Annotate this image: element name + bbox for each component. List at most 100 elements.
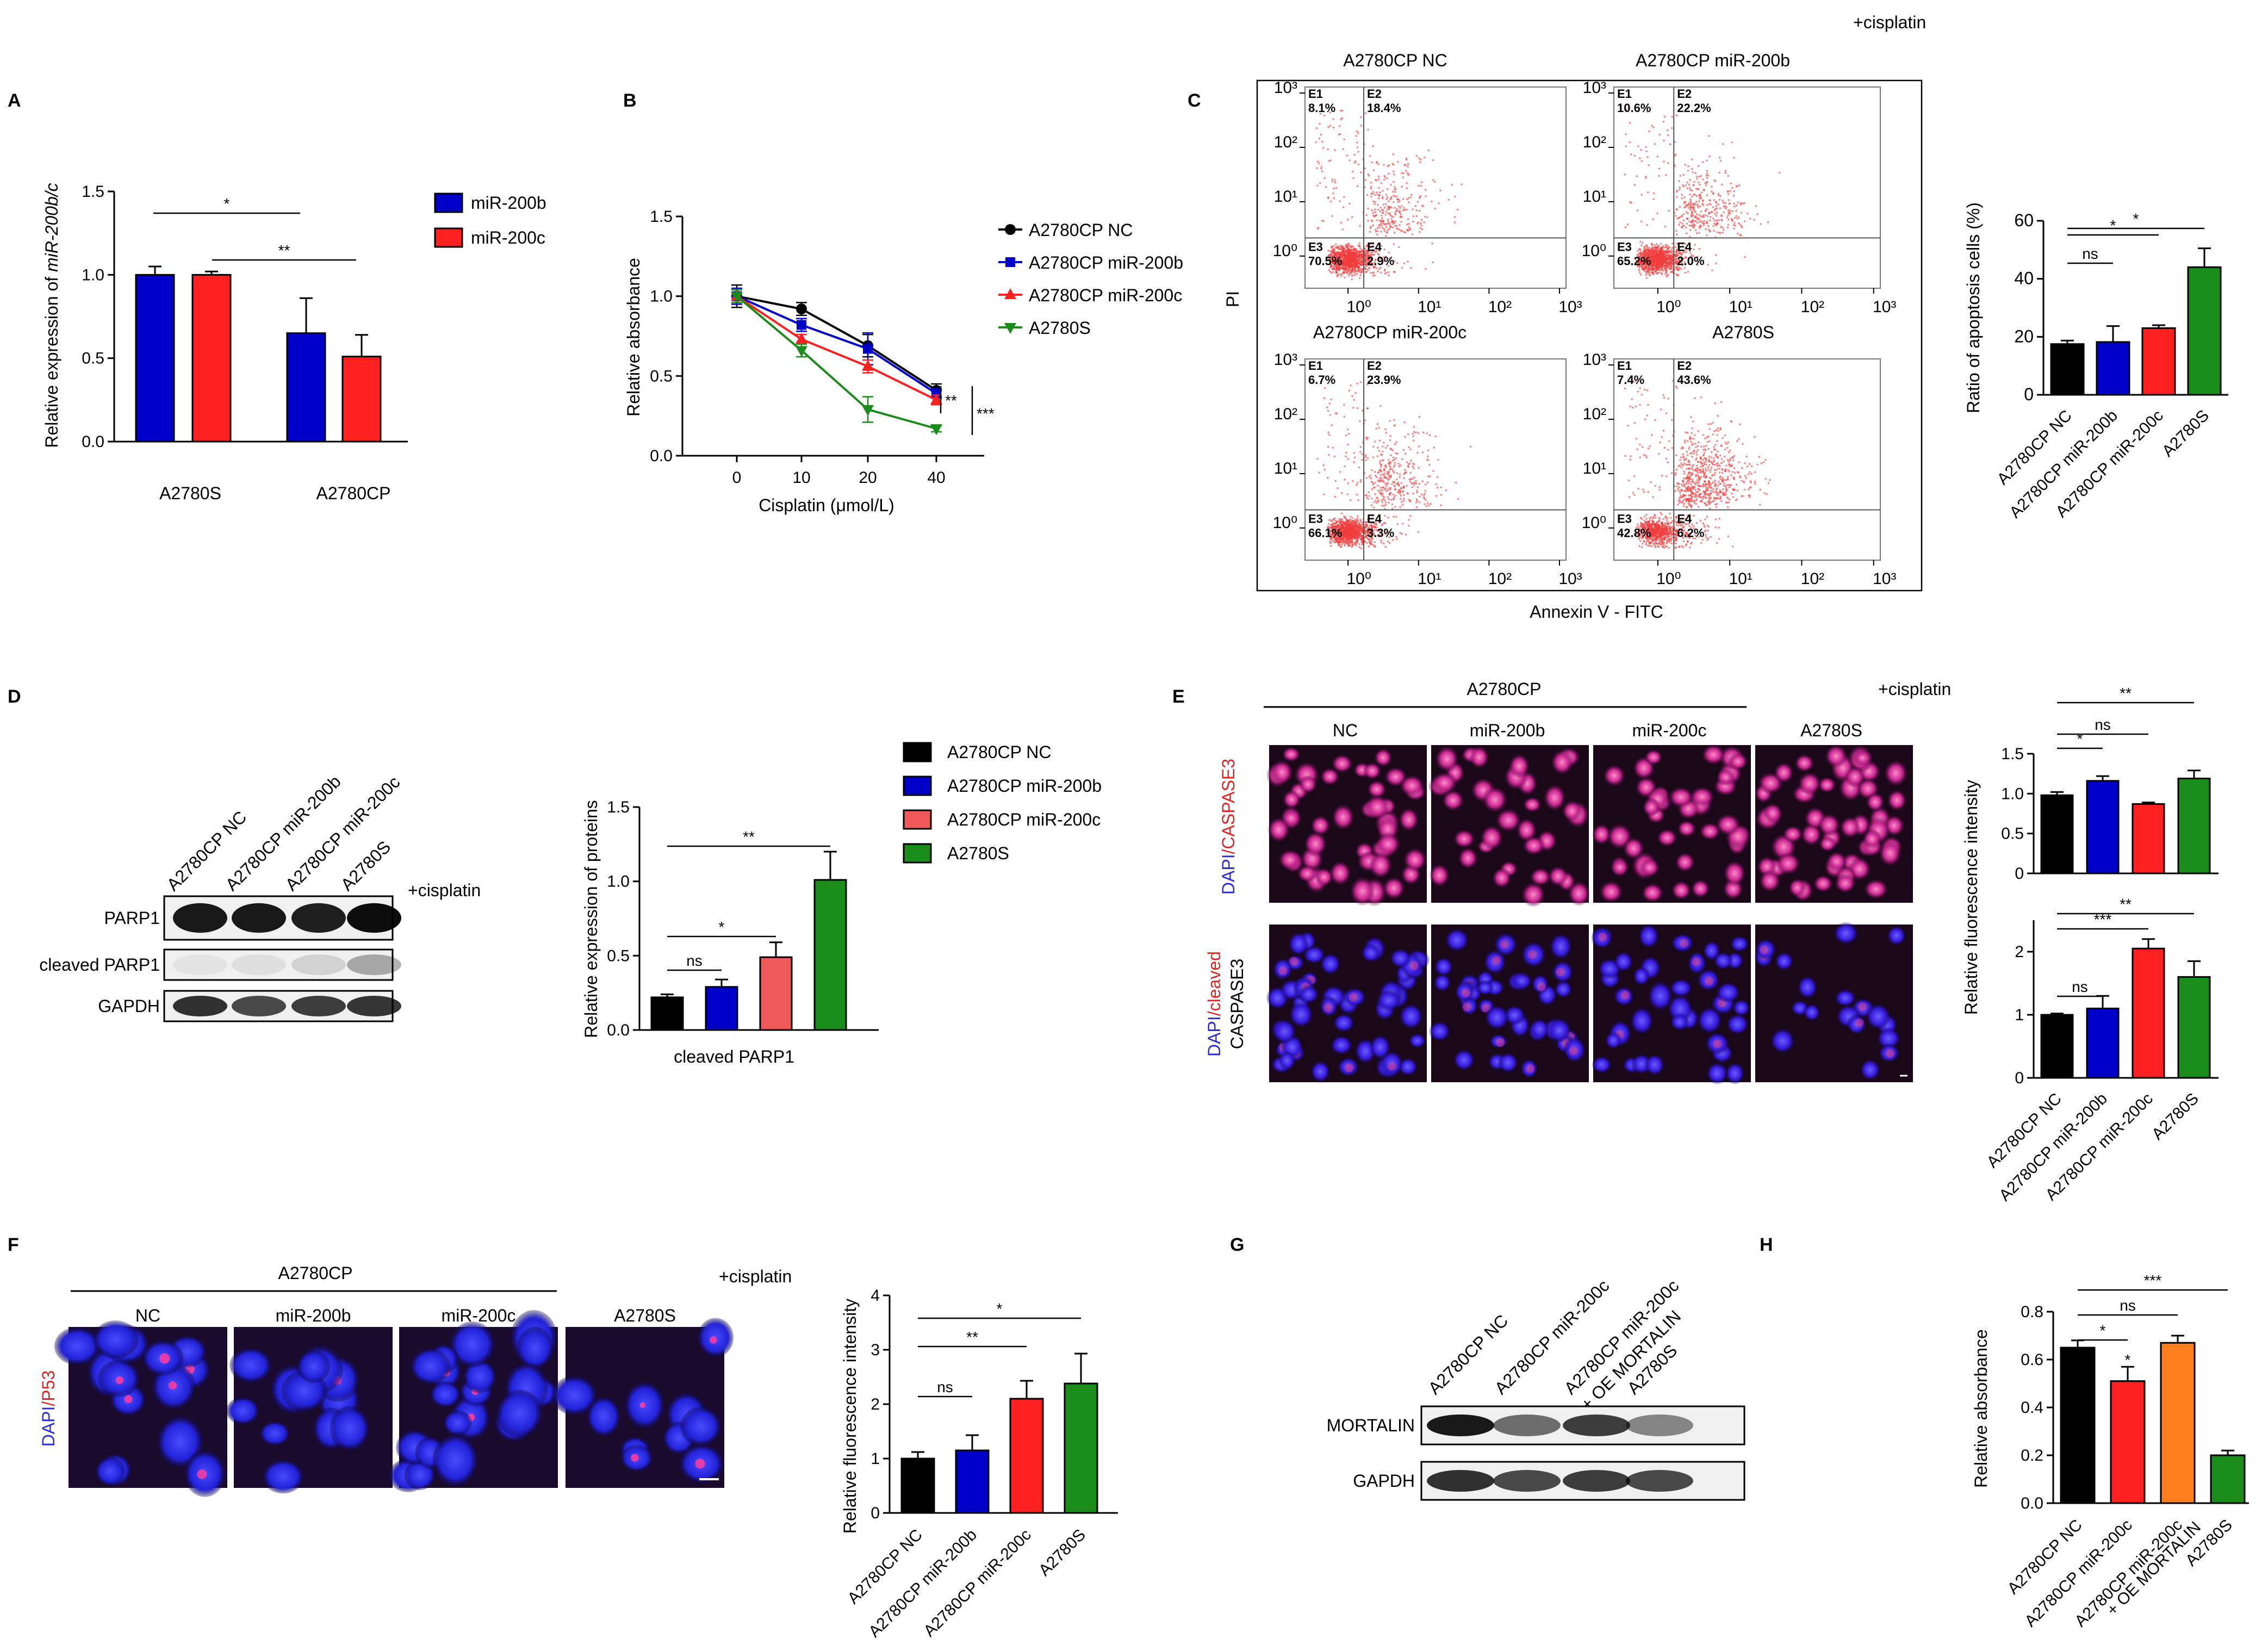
x-tick-label: 10⁰ [1346, 298, 1371, 316]
flow-event [1412, 220, 1414, 223]
flow-event [1344, 268, 1346, 270]
flow-event [1638, 269, 1641, 271]
flow-event [1347, 529, 1350, 531]
flow-event [1704, 209, 1707, 212]
flow-event [1341, 117, 1344, 119]
flow-event [1408, 446, 1410, 449]
quadrant-name: E4 [1367, 512, 1382, 526]
flow-event [1331, 271, 1333, 274]
flow-event [1738, 184, 1741, 187]
flow-event [1703, 451, 1706, 454]
flow-event [1416, 486, 1419, 488]
flow-event [1650, 271, 1652, 274]
panel-label-B: B [623, 90, 637, 111]
flow-event [1376, 227, 1379, 229]
flow-event [1329, 200, 1332, 203]
panel-label-A: A [8, 90, 21, 111]
flow-event [1408, 525, 1410, 527]
flow-event [1695, 201, 1698, 203]
flow-event [1686, 218, 1688, 220]
flow-event [1360, 271, 1362, 274]
series-line [736, 295, 937, 430]
flow-event [1374, 208, 1376, 211]
quadrant-percent: 22.2% [1677, 101, 1711, 115]
flow-event [1325, 186, 1327, 188]
flow-event [1425, 189, 1427, 191]
flow-event [1349, 264, 1352, 266]
flow-event [1707, 448, 1710, 450]
flow-event [1352, 245, 1354, 248]
flow-event [1339, 543, 1341, 546]
flow-event [1327, 126, 1329, 128]
flow-event [1629, 141, 1631, 144]
quadrant-percent: 66.1% [1308, 526, 1342, 540]
flow-event [1394, 424, 1396, 427]
flow-event [1379, 460, 1381, 462]
flow-event [1344, 255, 1346, 258]
flow-event [1352, 480, 1354, 482]
flow-event [1338, 518, 1341, 520]
flow-event [1681, 222, 1683, 225]
flow-event [1660, 247, 1662, 250]
flow-event [1398, 485, 1400, 487]
flow-event [1380, 466, 1382, 468]
flow-event [1666, 253, 1668, 256]
flow-event [1411, 477, 1414, 480]
flow-event [1399, 212, 1401, 214]
y-tick-label: 10⁰ [1582, 242, 1606, 260]
flow-event [1720, 215, 1723, 218]
flow-event [1384, 224, 1386, 226]
flow-event [1440, 504, 1442, 506]
flow-event [1733, 190, 1735, 193]
flow-event [1641, 242, 1644, 244]
flow-event [1376, 423, 1379, 425]
flow-event [1698, 181, 1700, 184]
flow-event [1689, 200, 1692, 202]
x-tick-label: 10² [1488, 570, 1512, 588]
flow-event [1336, 520, 1338, 523]
flow-event [1359, 253, 1361, 255]
flow-event [1715, 215, 1718, 217]
flow-event [1320, 167, 1322, 170]
flow-event [1674, 246, 1677, 249]
flow-event [1671, 116, 1674, 118]
flow-event [1401, 266, 1403, 269]
flow-event [1711, 190, 1713, 193]
flow-event [1389, 492, 1391, 495]
flow-event [1370, 271, 1372, 274]
flow-event [1413, 426, 1415, 428]
flow-event [1354, 255, 1357, 257]
flow-event [1667, 259, 1669, 262]
flow-event [1682, 219, 1685, 222]
flow-event [1671, 247, 1674, 249]
flow-event [1349, 273, 1351, 275]
flow-event [1689, 229, 1692, 231]
flow-event [1743, 202, 1745, 204]
flow-event [1401, 458, 1403, 461]
flow-event [1652, 126, 1655, 128]
flow-event [1396, 538, 1398, 541]
flow-event [1714, 526, 1717, 529]
quadrant-name: E1 [1308, 359, 1323, 373]
flow-event [1378, 219, 1381, 222]
flow-event [1668, 251, 1670, 253]
flow-event [1375, 501, 1378, 504]
flow-event [1408, 173, 1410, 175]
flow-event [1393, 498, 1395, 500]
flow-event [1353, 456, 1356, 458]
y-tick-label: 1.5 [650, 208, 673, 226]
flow-event [1382, 542, 1385, 545]
flow-event [1421, 480, 1424, 482]
flow-event [1394, 225, 1396, 227]
flow-event [1387, 165, 1389, 167]
flow-event [1344, 538, 1347, 540]
flow-event [1694, 202, 1697, 205]
flow-event [1660, 265, 1662, 268]
flow-event [1662, 246, 1664, 249]
flow-event [1368, 476, 1371, 478]
flow-event [1424, 489, 1427, 492]
flow-event [1359, 274, 1362, 277]
quadrant-name: E2 [1677, 87, 1692, 101]
flow-event [1637, 250, 1639, 252]
